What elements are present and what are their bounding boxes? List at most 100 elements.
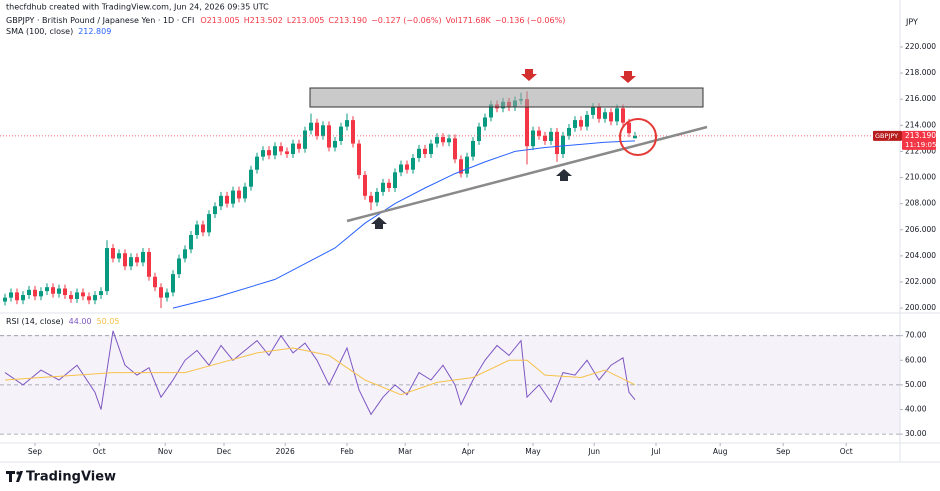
ohlc: C213.190: [328, 16, 367, 25]
candle-body: [632, 135, 637, 139]
x-tick-label: Sep: [28, 447, 42, 456]
price-tag-label: 213.190: [905, 131, 936, 140]
x-tick-label: Aug: [713, 447, 728, 456]
candle-body: [584, 114, 589, 127]
candle-body: [284, 151, 289, 155]
candle-body: [410, 157, 415, 170]
rsi-legend: RSI (14, close) 44.00 50.05: [6, 317, 119, 326]
rsi-ma-value: 50.05: [97, 317, 120, 326]
candle-body: [116, 253, 121, 259]
x-tick-label: Mar: [398, 447, 413, 456]
y-tick-label: 40.00: [905, 405, 927, 414]
currency: JPY: [905, 18, 918, 27]
candle-body: [344, 120, 349, 127]
candle-body: [590, 107, 595, 115]
symbol: GBPJPY · British Pound / Japanese Yen · …: [6, 16, 194, 25]
candle-body: [80, 292, 85, 297]
candle-body: [548, 131, 553, 141]
candle-body: [38, 291, 43, 297]
candle-body: [608, 112, 613, 122]
candle-body: [524, 99, 529, 147]
candle-body: [278, 146, 283, 152]
candle-body: [350, 120, 355, 144]
candle-body: [194, 224, 199, 235]
candle-body: [212, 206, 217, 215]
candle-body: [620, 108, 625, 123]
rsi-line: [4, 347, 636, 396]
candle-body: [296, 143, 301, 149]
candle-body: [422, 148, 427, 155]
x-tick-label: Jul: [650, 447, 660, 456]
candle-body: [74, 292, 79, 299]
candle-body: [542, 135, 547, 141]
y-tick-label: 212.000: [905, 146, 936, 155]
author-line: thecfdhub created with TradingView.com, …: [6, 3, 269, 12]
brand: TradingView: [26, 470, 116, 485]
y-tick-label: 206.000: [905, 225, 936, 234]
candle-body: [242, 186, 247, 199]
candle-body: [626, 122, 631, 134]
sma-value: 212.809: [78, 27, 111, 36]
candle-body: [146, 251, 151, 277]
y-tick-label: 70.00: [905, 331, 927, 340]
candle-body: [206, 214, 211, 233]
candle-body: [440, 137, 445, 143]
candle-body: [434, 137, 439, 144]
candle-body: [362, 174, 367, 196]
candle-body: [2, 297, 7, 302]
y-tick-label: 210.000: [905, 173, 936, 182]
candle-body: [62, 288, 67, 296]
candle-body: [332, 140, 337, 148]
candle-body: [416, 148, 421, 158]
logo: [6, 471, 23, 482]
candle-body: [188, 234, 193, 250]
candle-body: [602, 112, 607, 119]
y-tick-label: 50.00: [905, 380, 927, 389]
candle-body: [236, 190, 241, 199]
candle-body: [380, 182, 385, 192]
candle-body: [596, 107, 601, 119]
arrow-up: [556, 169, 572, 181]
candle-body: [302, 130, 307, 149]
x-tick-label: Oct: [93, 447, 106, 456]
candle-body: [122, 253, 127, 267]
y-tick-label: 30.00: [905, 429, 927, 438]
sma-legend: SMA (100, close) 212.809: [6, 27, 111, 36]
candle-body: [326, 125, 331, 148]
candle-body: [248, 169, 253, 187]
y-tick-label: 202.000: [905, 277, 936, 286]
arrow-up: [371, 217, 387, 229]
rsi-line: [4, 330, 636, 416]
x-tick-label: Apr: [462, 447, 476, 456]
candle-body: [314, 122, 319, 136]
candle-body: [14, 292, 19, 301]
symbol-legend: GBPJPY · British Pound / Japanese Yen · …: [6, 16, 565, 25]
y-tick-label: 200.000: [905, 303, 936, 312]
candle-body: [176, 258, 181, 275]
x-tick-label: Sep: [776, 447, 790, 456]
candle-body: [578, 120, 583, 127]
x-tick-label: Jun: [587, 447, 600, 456]
candle-body: [536, 130, 541, 136]
candle-body: [8, 292, 13, 298]
candle-body: [476, 126, 481, 141]
symbol-tag-label: GBPJPY: [875, 132, 898, 140]
rsi-value: 44.00: [69, 317, 92, 326]
trend-line: [346, 125, 708, 223]
candle-body: [26, 289, 31, 296]
candle-body: [164, 292, 169, 298]
candle-body: [398, 164, 403, 173]
candle-body: [86, 296, 91, 301]
y-tick-label: 216.000: [905, 94, 936, 103]
sma-name: SMA (100, close): [6, 27, 73, 36]
candle-body: [554, 131, 559, 155]
candle-body: [482, 117, 487, 127]
candle-body: [458, 159, 463, 174]
candle-body: [182, 249, 187, 259]
candle-body: [566, 127, 571, 136]
candle-body: [260, 150, 265, 157]
arrow-down: [521, 69, 537, 81]
candle-body: [290, 143, 295, 155]
price-layer: Sep Oct Nov Dec 2026 Feb Mar Apr May Jun Jul Aug Sep…: [0, 42, 936, 456]
